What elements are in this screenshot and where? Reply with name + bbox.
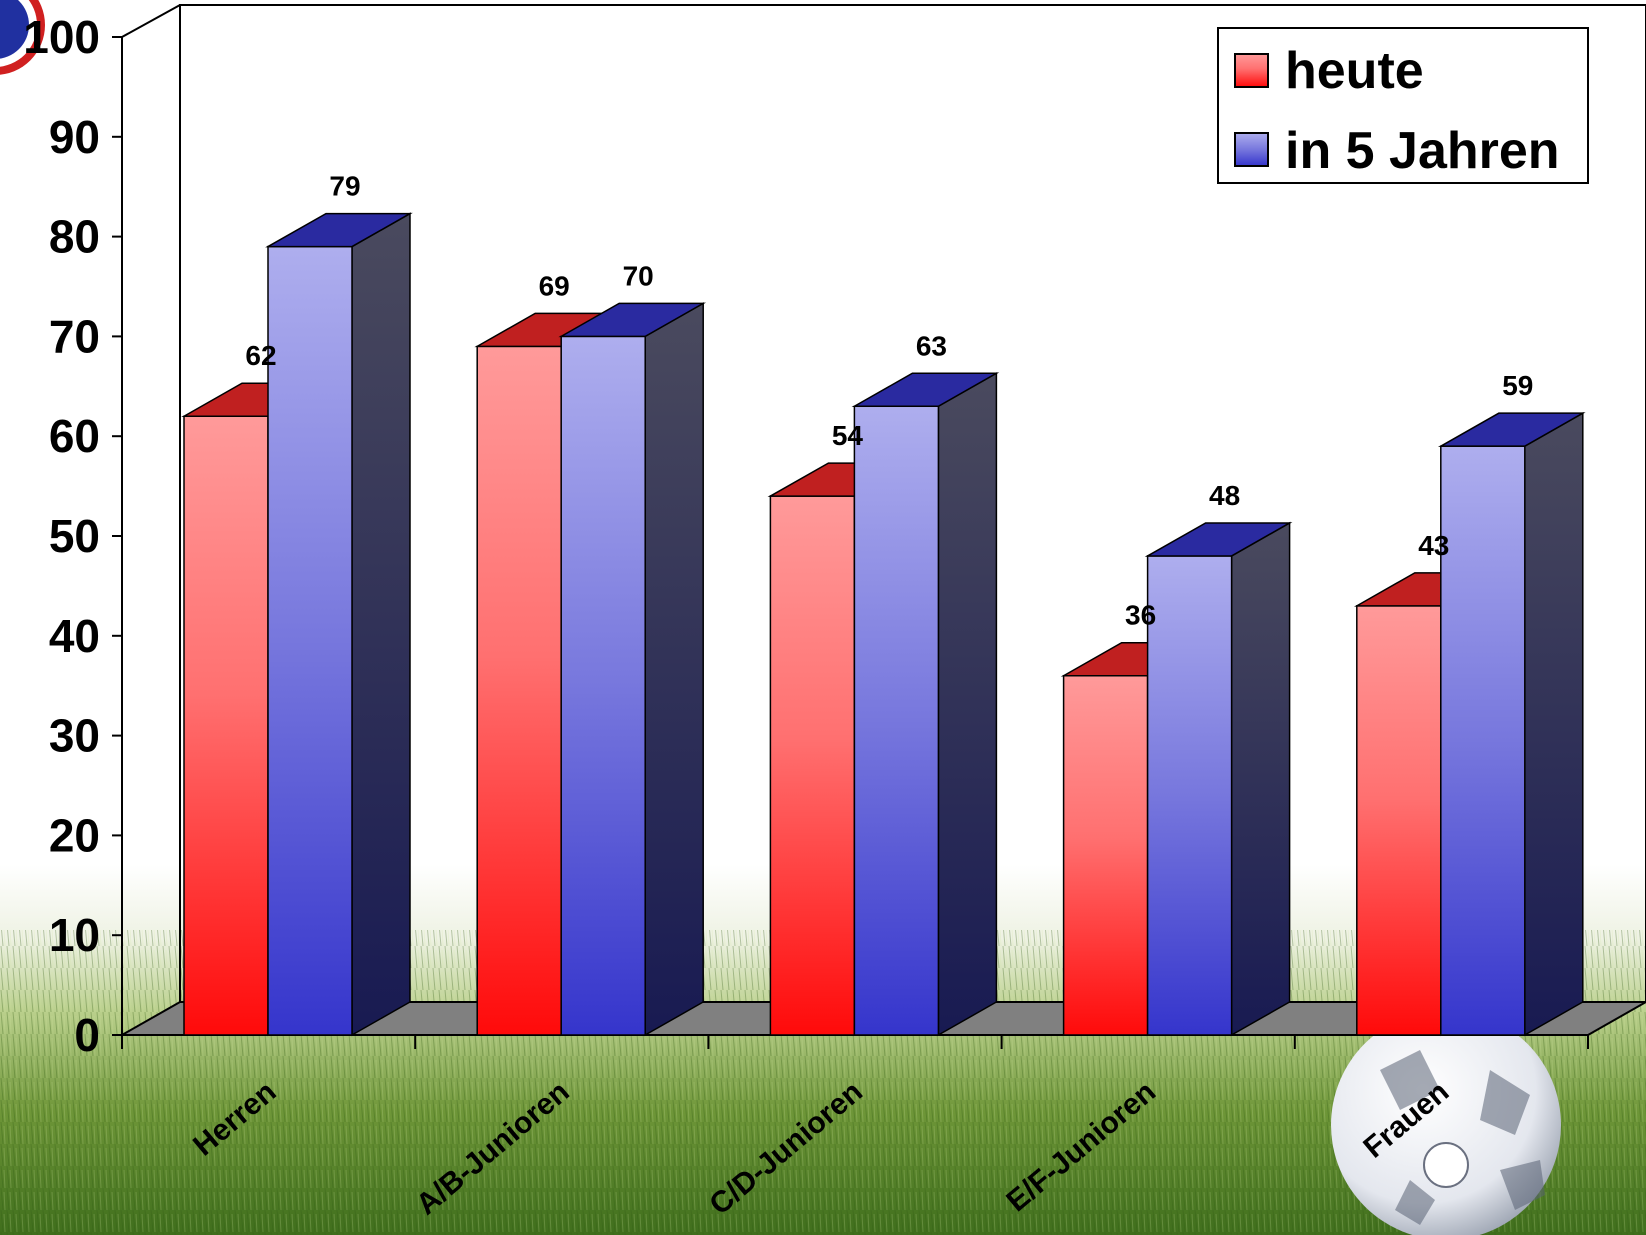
data-label-heute: 54 xyxy=(832,420,864,451)
bar-top-face xyxy=(1144,522,1293,557)
y-tick-label: 80 xyxy=(49,211,100,263)
side-wall-top-edge xyxy=(121,4,181,38)
bar-side-face xyxy=(937,371,998,1037)
bar-side-face xyxy=(644,302,704,1037)
club-logo xyxy=(0,0,45,75)
y-tick-label: 70 xyxy=(49,310,100,362)
data-label-in-5-jahren: 63 xyxy=(916,330,947,361)
legend: heute in 5 Jahren xyxy=(1217,27,1589,184)
bar-top-face xyxy=(558,302,707,338)
legend-label-heute: heute xyxy=(1285,42,1424,100)
data-label-in-5-jahren: 48 xyxy=(1209,480,1240,511)
bar-side-face xyxy=(1230,521,1291,1037)
data-label-heute: 69 xyxy=(539,270,570,301)
bar-front-face xyxy=(183,415,269,1036)
bar-in-5-jahren xyxy=(851,371,1000,1037)
soccer-ball-image xyxy=(1331,1010,1561,1235)
data-label-heute: 43 xyxy=(1418,530,1449,561)
bar-front-face xyxy=(1440,445,1526,1036)
y-tick-label: 90 xyxy=(49,111,100,163)
y-tick-label: 40 xyxy=(49,610,100,662)
bar-front-face xyxy=(1146,555,1233,1036)
legend-label-in-5-jahren: in 5 Jahren xyxy=(1285,122,1560,180)
bar-front-face xyxy=(267,245,353,1036)
bar-side-face xyxy=(351,212,411,1037)
data-label-heute: 62 xyxy=(245,340,276,371)
legend-swatch-heute xyxy=(1234,53,1269,88)
legend-swatch-in-5-jahren xyxy=(1234,132,1269,167)
bar-top-face xyxy=(1437,412,1586,447)
bar-in-5-jahren xyxy=(558,302,707,1037)
bar-front-face xyxy=(853,405,940,1036)
bar-front-face xyxy=(769,495,856,1036)
bar-front-face xyxy=(1062,674,1149,1036)
data-labels: 62 79 69 70 54 63 36 48 43 59 xyxy=(245,171,1533,631)
bar-front-face xyxy=(476,345,562,1036)
bar-top-face xyxy=(851,372,1000,408)
y-tick-label: 0 xyxy=(74,1009,100,1061)
bar-top-face xyxy=(265,212,413,248)
y-tick-label: 60 xyxy=(49,410,100,462)
bar-in-5-jahren xyxy=(265,212,413,1037)
data-label-in-5-jahren: 79 xyxy=(329,171,360,202)
x-axis-ticks xyxy=(121,1035,1589,1049)
data-label-heute: 36 xyxy=(1125,600,1156,631)
y-tick-label: 10 xyxy=(49,909,100,961)
bar-in-5-jahren xyxy=(1437,411,1586,1037)
bar-front-face xyxy=(560,335,646,1036)
bar-in-5-jahren xyxy=(1144,521,1293,1037)
y-tick-label: 30 xyxy=(49,710,100,762)
y-tick-label: 20 xyxy=(49,809,100,861)
bars xyxy=(181,212,1586,1037)
legend-box xyxy=(1217,27,1589,184)
y-tick-label: 100 xyxy=(23,11,100,63)
data-label-in-5-jahren: 59 xyxy=(1502,370,1533,401)
y-tick-label: 50 xyxy=(49,510,100,562)
y-axis-ticks: 0 10 20 30 40 50 60 70 80 90 100 xyxy=(23,11,122,1061)
back-wall xyxy=(179,4,1646,1003)
bar-front-face xyxy=(1356,605,1442,1036)
data-label-in-5-jahren: 70 xyxy=(623,260,654,291)
bar-side-face xyxy=(1524,411,1584,1037)
